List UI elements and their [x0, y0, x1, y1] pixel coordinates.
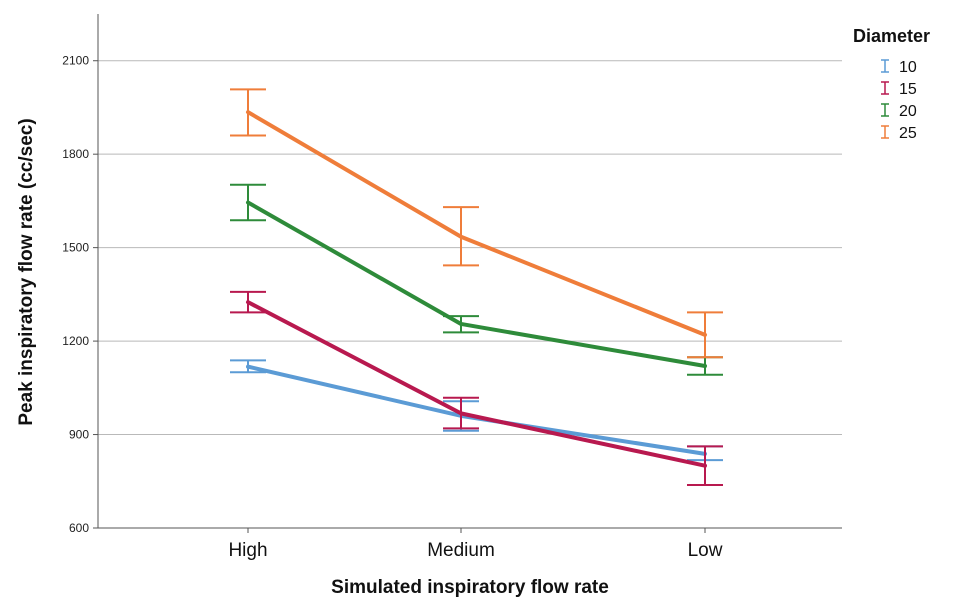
y-tick-label: 900	[69, 428, 89, 442]
y-tick-label: 600	[69, 521, 89, 535]
y-tick-label: 1500	[62, 241, 89, 255]
x-tick-label: High	[228, 540, 267, 561]
tick-labels: 600 900 1200 1500 1800 2100 High Medium Low	[62, 54, 722, 561]
legend-label-20: 20	[899, 103, 917, 120]
y-tick-label: 2100	[62, 54, 89, 68]
axes	[93, 14, 842, 533]
legend-title: Diameter	[853, 26, 930, 46]
series-line-10	[246, 364, 707, 456]
legend-label-10: 10	[899, 59, 917, 76]
grid-lines	[98, 60, 842, 436]
y-tick-label: 1800	[62, 147, 89, 161]
x-tick-label: Medium	[427, 540, 495, 561]
legend-label-15: 15	[899, 81, 917, 98]
legend: Diameter 10 15 20 25	[853, 26, 930, 142]
x-axis-title: Simulated inspiratory flow rate	[331, 577, 609, 598]
series-lines	[230, 88, 723, 487]
legend-label-25: 25	[899, 125, 917, 142]
y-axis-title: Peak inspiratory flow rate (cc/sec)	[16, 118, 37, 425]
x-tick-label: Low	[688, 540, 723, 561]
series-line-25	[246, 110, 707, 337]
y-tick-label: 1200	[62, 334, 89, 348]
